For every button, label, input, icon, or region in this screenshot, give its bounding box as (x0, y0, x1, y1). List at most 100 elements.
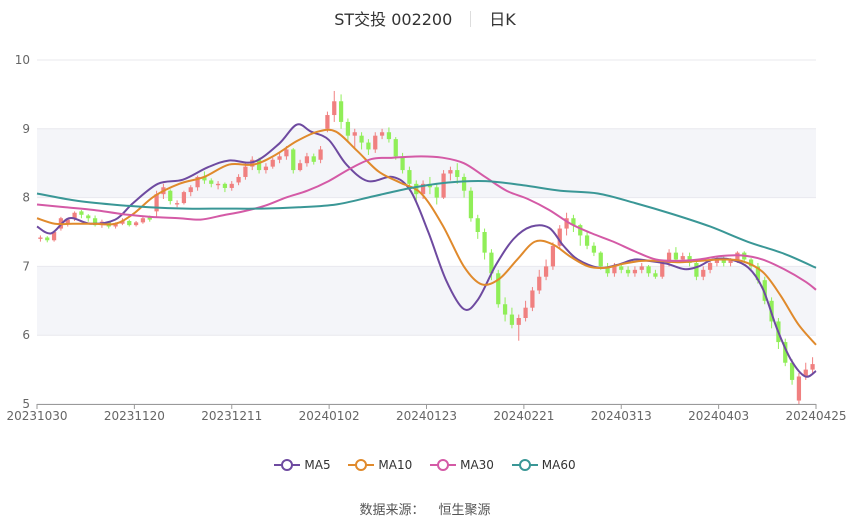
candle-body (154, 194, 159, 212)
candle-body (762, 280, 767, 301)
candle (379, 128, 385, 140)
candle (783, 338, 788, 367)
candle-body (270, 159, 275, 167)
y-tick-label: 9 (22, 122, 30, 136)
candle-body (229, 183, 234, 188)
x-tick-label: 20240425 (785, 409, 846, 423)
candle (215, 181, 221, 190)
candle (359, 132, 364, 150)
candle-body (120, 220, 125, 224)
legend-item-ma30[interactable]: MA30 (430, 458, 494, 472)
x-tick-label: 20231120 (104, 409, 165, 423)
candle-body (174, 203, 180, 205)
candle (243, 163, 248, 180)
candle-body (660, 262, 665, 277)
y-tick-label: 8 (22, 191, 30, 205)
candle-body (209, 180, 214, 184)
candle-body (243, 166, 248, 177)
candle (345, 118, 351, 143)
candle (762, 276, 767, 305)
candle-body (291, 149, 296, 171)
plot-band (37, 266, 816, 336)
candle-body (72, 212, 77, 219)
candle-body (86, 215, 91, 219)
candle-body (557, 228, 562, 246)
candle (632, 266, 638, 277)
candle (311, 153, 316, 165)
candle (625, 266, 631, 277)
candle-body (680, 256, 685, 260)
candle-body (571, 218, 576, 226)
y-axis: 5 6 7 8 9 10 (15, 53, 30, 411)
candle-body (386, 132, 392, 140)
candle (86, 214, 91, 222)
y-tick-label: 6 (22, 328, 30, 342)
candle (448, 166, 453, 181)
candle-body (578, 225, 583, 236)
moving-averages (36, 123, 817, 378)
candle (639, 262, 644, 274)
candle-body (803, 369, 808, 377)
candle (393, 137, 398, 160)
candle (598, 251, 603, 270)
candle-body (379, 132, 385, 136)
legend-item-ma5[interactable]: MA5 (274, 458, 331, 472)
candle (222, 182, 228, 193)
data-source: 数据来源： 恒生聚源 (0, 499, 850, 518)
legend-item-ma10[interactable]: MA10 (348, 458, 412, 472)
candle-body (646, 266, 651, 274)
candle-body (543, 266, 549, 277)
candle-body (632, 269, 638, 274)
candle-body (284, 149, 289, 157)
legend: MA5 MA10 MA30 MA60 (0, 458, 850, 475)
candle (496, 269, 501, 308)
candle-body (707, 262, 713, 270)
candle-body (202, 176, 207, 181)
candle (366, 139, 371, 155)
candle (386, 127, 392, 143)
candle-body (584, 235, 590, 246)
candle (291, 148, 296, 174)
y-tick-label: 5 (22, 397, 30, 411)
candle-body (502, 304, 508, 315)
candle-body (496, 273, 501, 305)
legend-ma30-icon (430, 458, 457, 472)
candle (516, 314, 521, 341)
candle (530, 287, 535, 312)
candle-body (783, 342, 788, 363)
candle-body (564, 218, 569, 229)
legend-item-ma60[interactable]: MA60 (511, 458, 576, 472)
candle-body (332, 101, 337, 116)
x-tick-label: 20231030 (6, 409, 67, 423)
candle (550, 242, 556, 270)
gridlines (37, 59, 816, 405)
candle-body (482, 232, 487, 253)
ma-line-ma60 (36, 179, 817, 269)
candle (441, 170, 446, 199)
candle-body (304, 156, 310, 164)
candle (79, 209, 84, 219)
candle-body (215, 183, 221, 186)
candle-body (441, 173, 446, 198)
candle-body (79, 211, 84, 215)
candle-body (113, 223, 118, 227)
legend-ma5-icon (274, 458, 301, 472)
candle-body (516, 318, 521, 325)
candle-body (714, 259, 720, 263)
candle-body (619, 266, 624, 270)
legend-ma10-icon (348, 458, 375, 472)
candle (270, 157, 275, 169)
candle (318, 146, 323, 164)
candle-body (701, 269, 706, 277)
candle-body (311, 156, 316, 162)
candle-body (407, 170, 412, 184)
candle (468, 187, 474, 222)
candle (455, 163, 460, 184)
candle-body (256, 159, 262, 171)
candle (236, 174, 241, 186)
candle-body (796, 376, 802, 401)
candle (188, 185, 193, 197)
candle (509, 307, 515, 329)
candle (482, 228, 487, 260)
candle (277, 152, 282, 164)
